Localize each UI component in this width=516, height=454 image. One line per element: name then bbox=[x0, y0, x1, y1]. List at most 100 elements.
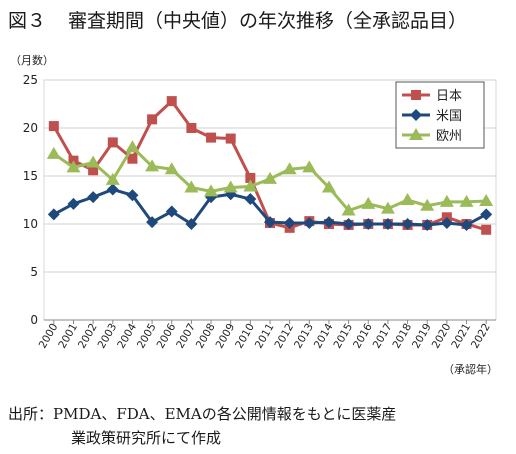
x-tick-label: 2002 bbox=[76, 322, 100, 351]
data-point-2 bbox=[263, 171, 277, 184]
data-point-2 bbox=[380, 201, 395, 214]
legend-marker bbox=[410, 109, 422, 121]
data-point-2 bbox=[479, 193, 494, 206]
data-point-2 bbox=[86, 155, 101, 168]
x-tick-label: 2000 bbox=[37, 322, 61, 351]
y-tick-label: 25 bbox=[23, 73, 38, 87]
data-point-1 bbox=[146, 216, 159, 229]
x-tick-label: 2007 bbox=[174, 322, 198, 351]
y-tick-label: 0 bbox=[30, 313, 38, 327]
x-tick-label: 2021 bbox=[449, 322, 473, 351]
x-tick-label: 2015 bbox=[331, 322, 355, 351]
data-point-2 bbox=[420, 198, 435, 211]
x-tick-label: 2018 bbox=[390, 322, 414, 351]
data-point-1 bbox=[165, 205, 178, 218]
data-point-0 bbox=[245, 172, 256, 183]
data-point-1 bbox=[421, 218, 434, 231]
data-point-0 bbox=[88, 165, 99, 176]
y-tick-label: 10 bbox=[23, 217, 38, 231]
x-tick-label: 2006 bbox=[155, 321, 179, 350]
x-tick-label: 2016 bbox=[351, 321, 375, 350]
chart-area: （月数） （承認年） 0 5 10 15 20 25 2000 2001 2002 2003 200… bbox=[0, 48, 516, 388]
y-unit-label: （月数） bbox=[10, 54, 54, 67]
x-tick-label: 2010 bbox=[233, 322, 257, 351]
x-tick-label: 2005 bbox=[135, 322, 159, 351]
line-chart: （月数） （承認年） 05101520252000200120022003200… bbox=[10, 54, 498, 376]
data-point-0 bbox=[48, 121, 59, 132]
legend-marker bbox=[411, 90, 421, 100]
data-point-2 bbox=[204, 184, 219, 197]
data-point-2 bbox=[164, 162, 179, 175]
source-prefix: 出所： bbox=[8, 405, 54, 423]
data-point-0 bbox=[166, 96, 177, 107]
data-point-1 bbox=[460, 218, 473, 231]
x-tick-label: 2008 bbox=[194, 322, 218, 351]
legend-label: 欧州 bbox=[436, 129, 462, 144]
data-point-1 bbox=[264, 216, 276, 229]
x-tick-label: 2011 bbox=[253, 322, 277, 351]
y-tick-label: 15 bbox=[23, 169, 38, 183]
data-point-0 bbox=[481, 224, 492, 235]
data-point-2 bbox=[46, 146, 61, 159]
data-point-1 bbox=[244, 193, 257, 206]
data-point-1 bbox=[362, 218, 375, 230]
data-point-0 bbox=[186, 123, 197, 133]
data-point-1 bbox=[87, 191, 100, 204]
x-tick-label: 2020 bbox=[430, 322, 454, 351]
figure-title-text: 審査期間（中央値）の年次推移（全承認品目） bbox=[68, 10, 468, 32]
data-point-2 bbox=[125, 140, 140, 153]
data-point-1 bbox=[185, 218, 198, 230]
data-point-2 bbox=[400, 193, 415, 205]
data-point-2 bbox=[439, 194, 454, 207]
data-point-2 bbox=[302, 160, 317, 173]
data-point-2 bbox=[105, 172, 120, 185]
data-point-2 bbox=[282, 162, 297, 175]
x-tick-label: 2003 bbox=[96, 322, 120, 351]
data-point-2 bbox=[361, 196, 376, 209]
source-line1: PMDA、FDA、EMAの各公開情報をもとに医薬産 bbox=[53, 405, 397, 423]
source-line2: 業政策研究所にて作成 bbox=[71, 429, 222, 447]
data-point-2 bbox=[243, 179, 258, 192]
source-note: 出所：PMDA、FDA、EMAの各公開情報をもとに医薬産 業政策研究所にて作成 bbox=[8, 402, 396, 450]
x-tick-label: 2004 bbox=[115, 321, 139, 350]
figure-label: 図３ bbox=[8, 10, 47, 32]
x-tick-label: 2009 bbox=[214, 322, 238, 351]
data-point-1 bbox=[47, 208, 60, 221]
data-point-1 bbox=[440, 217, 453, 230]
x-tick-label: 2022 bbox=[469, 322, 493, 351]
data-point-2 bbox=[321, 180, 336, 193]
data-point-1 bbox=[342, 218, 355, 230]
x-unit-label: （承認年） bbox=[443, 362, 498, 376]
data-point-0 bbox=[107, 137, 118, 148]
x-tick-label: 2013 bbox=[292, 322, 316, 351]
legend-label: 日本 bbox=[436, 89, 462, 104]
data-point-2 bbox=[341, 203, 356, 216]
data-point-0 bbox=[225, 133, 236, 144]
data-point-0 bbox=[127, 153, 138, 164]
legend-marker bbox=[409, 128, 423, 140]
data-point-2 bbox=[145, 159, 160, 172]
x-tick-label: 2012 bbox=[272, 322, 296, 351]
data-point-1 bbox=[322, 216, 335, 229]
data-point-1 bbox=[401, 218, 414, 230]
data-point-2 bbox=[66, 160, 81, 173]
data-point-1 bbox=[67, 197, 80, 210]
data-point-1 bbox=[480, 208, 493, 221]
data-point-0 bbox=[206, 132, 217, 143]
x-tick-label: 2017 bbox=[371, 322, 395, 351]
x-tick-label: 2019 bbox=[410, 322, 434, 351]
data-point-1 bbox=[126, 189, 139, 202]
data-point-2 bbox=[223, 180, 238, 193]
y-tick-label: 20 bbox=[23, 121, 38, 135]
data-point-1 bbox=[381, 218, 394, 230]
legend-label: 米国 bbox=[436, 109, 462, 124]
data-point-0 bbox=[147, 114, 158, 125]
y-tick-label: 5 bbox=[30, 265, 38, 279]
data-point-2 bbox=[459, 194, 474, 207]
data-point-1 bbox=[106, 183, 119, 196]
figure-title: 図３ 審査期間（中央値）の年次推移（全承認品目） bbox=[8, 6, 467, 33]
data-point-2 bbox=[184, 180, 199, 193]
data-point-1 bbox=[283, 217, 296, 230]
x-tick-label: 2014 bbox=[312, 321, 336, 350]
x-tick-label: 2001 bbox=[56, 322, 80, 351]
